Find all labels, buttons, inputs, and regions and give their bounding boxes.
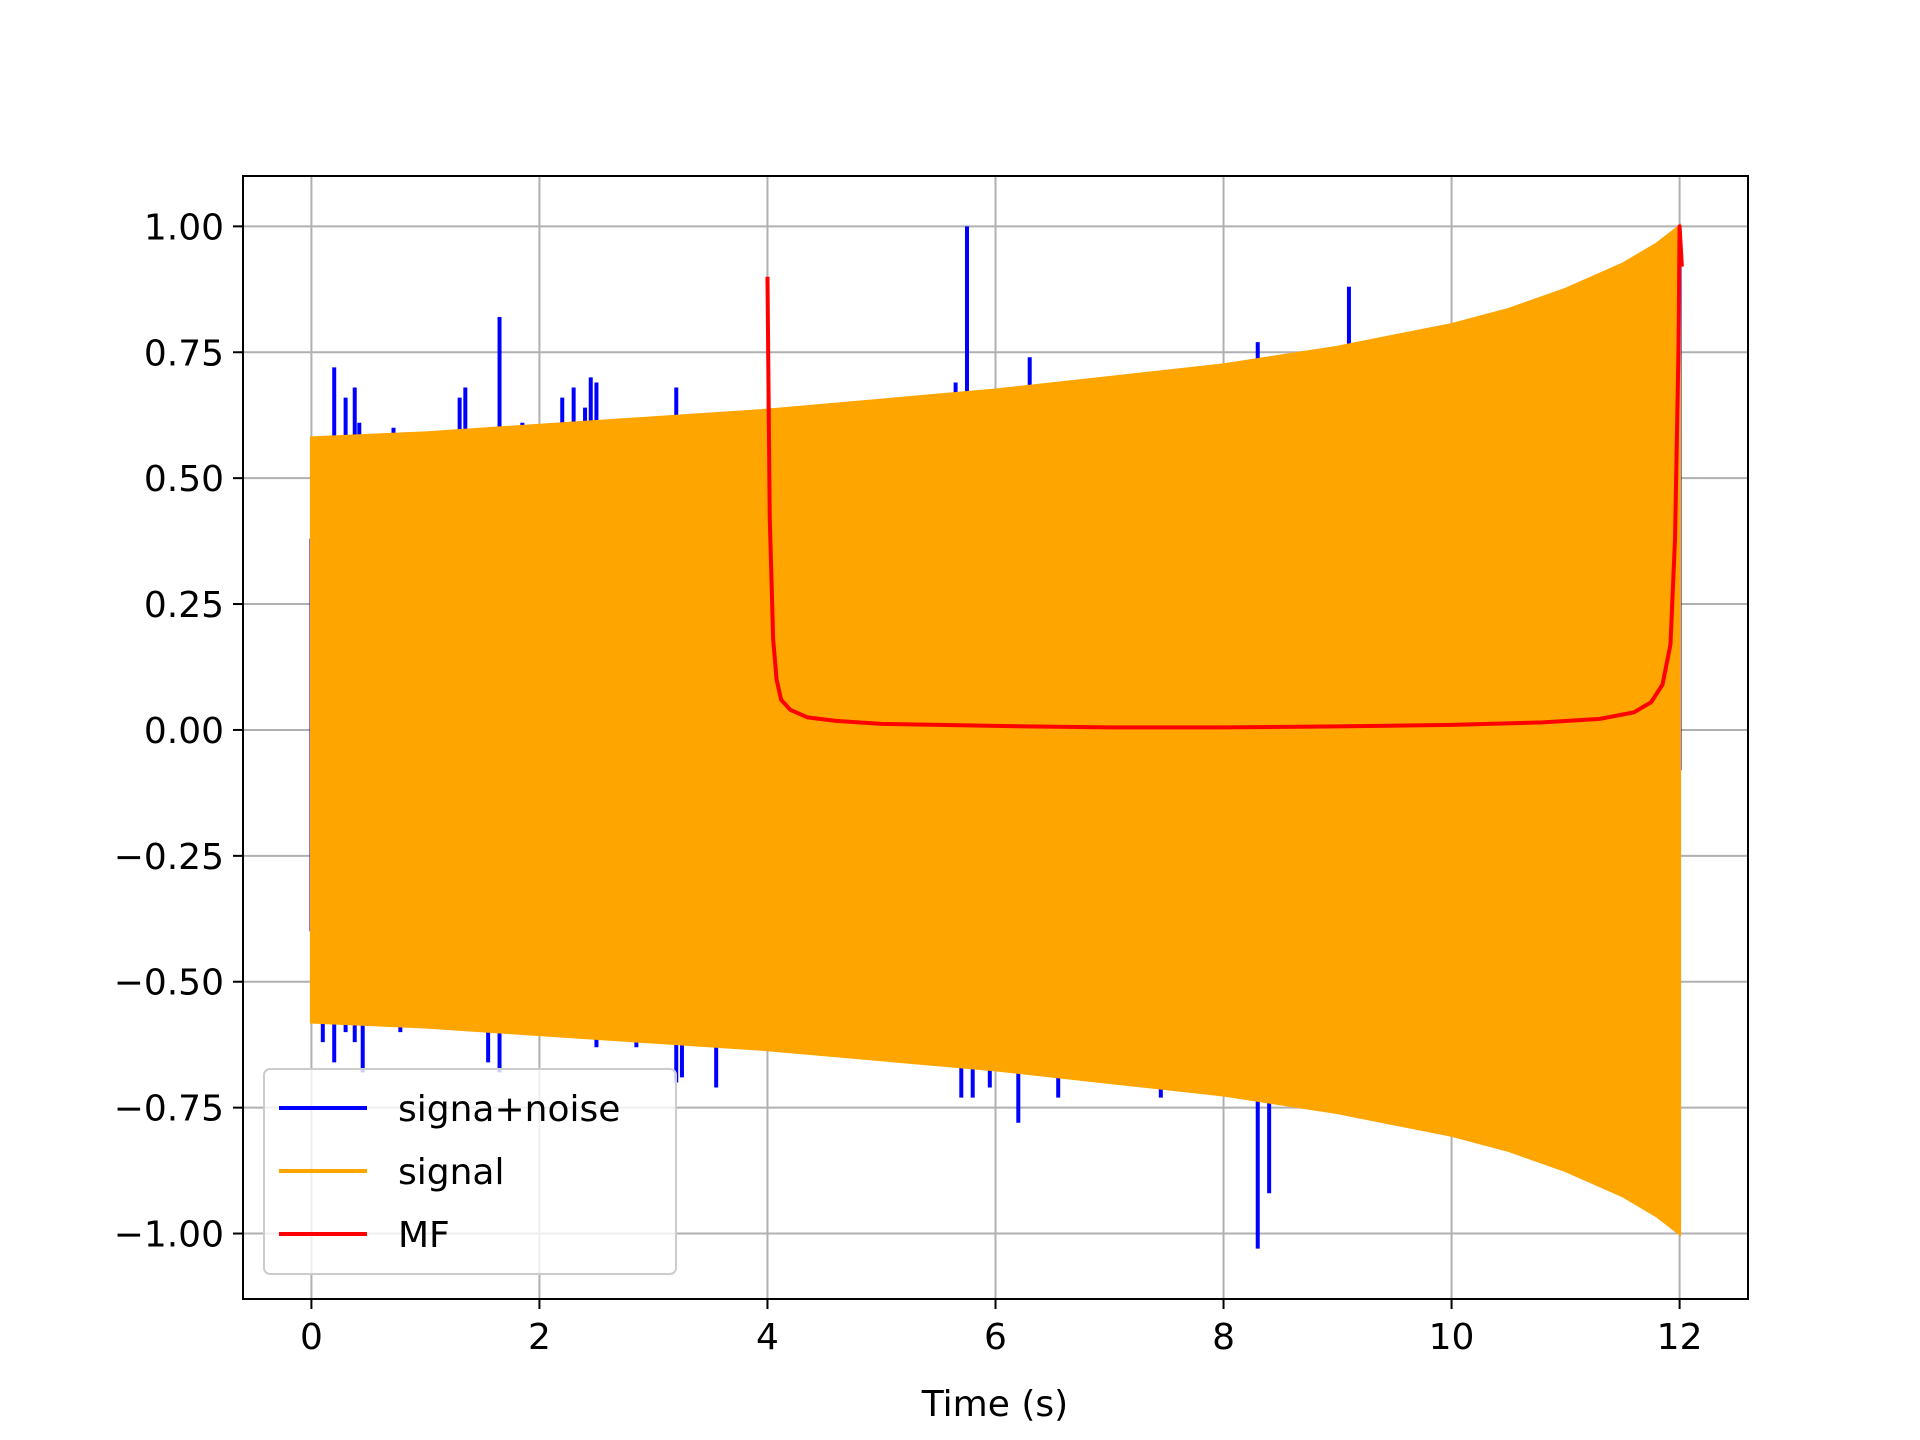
x-tick-label: 0 bbox=[300, 1317, 323, 1358]
x-tick-label: 8 bbox=[1212, 1317, 1235, 1358]
x-tick-label: 10 bbox=[1429, 1317, 1475, 1358]
y-tick-label: 0.25 bbox=[144, 585, 224, 626]
x-axis-label: Time (s) bbox=[921, 1384, 1068, 1425]
legend-label-mf: MF bbox=[398, 1215, 450, 1256]
series-mf bbox=[765, 224, 1684, 730]
y-tick-label: 0.75 bbox=[144, 333, 224, 374]
x-tick-label: 2 bbox=[528, 1317, 551, 1358]
y-tick-label: −1.00 bbox=[114, 1215, 224, 1256]
legend: signa+noise signal MF bbox=[263, 1068, 677, 1275]
signal-envelope bbox=[309, 223, 1682, 1237]
x-tick-label: 4 bbox=[756, 1317, 779, 1358]
legend-label-signal: signal bbox=[398, 1152, 505, 1193]
legend-label-signal-noise: signa+noise bbox=[398, 1089, 620, 1130]
y-tick-label: 0.50 bbox=[144, 459, 224, 500]
y-tick-label: −0.50 bbox=[114, 963, 224, 1004]
legend-box bbox=[263, 1068, 677, 1275]
x-tick-label: 6 bbox=[984, 1317, 1007, 1358]
axis-ticks: 0 2 4 6 8 10 12 1.00 0.75 0.50 0.25 0.00 −0.25 −0.50 −… bbox=[114, 207, 1703, 1358]
data-layer bbox=[309, 223, 1684, 1249]
y-tick-label: 1.00 bbox=[144, 207, 224, 248]
x-tick-label: 12 bbox=[1657, 1317, 1703, 1358]
y-tick-label: 0.00 bbox=[144, 711, 224, 752]
y-tick-label: −0.25 bbox=[114, 837, 224, 878]
mf-line bbox=[765, 224, 1684, 730]
series-signal bbox=[309, 223, 1682, 1237]
y-tick-label: −0.75 bbox=[114, 1089, 224, 1130]
